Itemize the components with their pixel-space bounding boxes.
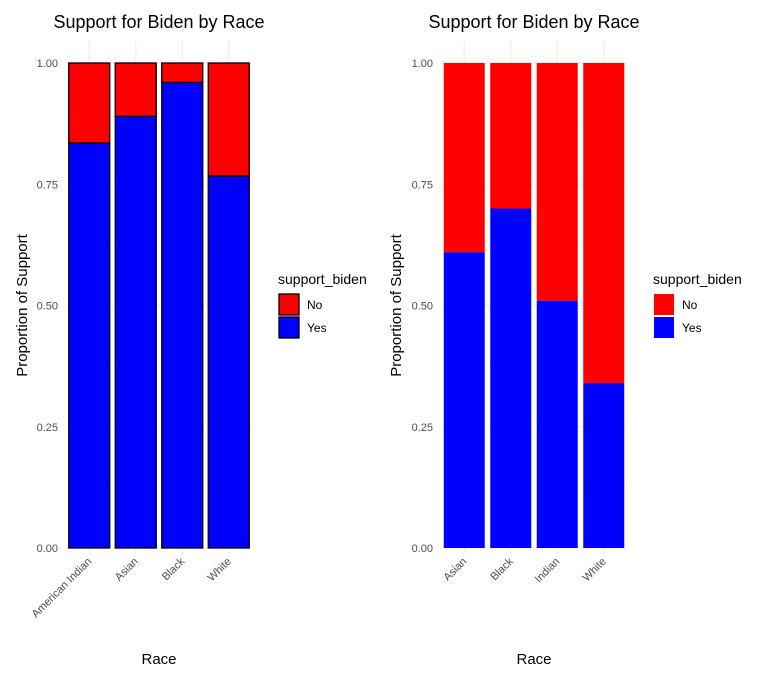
x-tick-label: American Indian bbox=[30, 556, 95, 621]
bar-yes-american-indian bbox=[68, 142, 111, 549]
legend-title: support_biden bbox=[653, 271, 742, 287]
y-tick-label: 0.25 bbox=[412, 422, 433, 434]
chart-title: Support for Biden by Race bbox=[53, 12, 264, 32]
x-tick-label: Asian bbox=[113, 556, 141, 584]
bar-no-white bbox=[207, 62, 250, 177]
legend-label-no: No bbox=[307, 298, 323, 312]
x-tick-label: White bbox=[580, 556, 608, 584]
bar-no-asian bbox=[443, 63, 485, 253]
bar-yes-white bbox=[207, 175, 250, 549]
bar-yes-asian bbox=[443, 252, 485, 548]
chart-title: Support for Biden by Race bbox=[428, 12, 639, 32]
bar-no-black bbox=[161, 62, 204, 84]
bar-yes-white bbox=[583, 383, 625, 548]
legend-key-yes bbox=[654, 317, 674, 338]
x-axis-title: Race bbox=[516, 651, 551, 668]
legend-title: support_biden bbox=[278, 271, 367, 287]
bar-no-indian bbox=[536, 63, 578, 301]
bar-yes-asian bbox=[114, 115, 157, 549]
x-tick-label: Asian bbox=[441, 556, 469, 584]
legend-key-yes bbox=[278, 316, 300, 339]
y-tick-label: 0.50 bbox=[37, 301, 58, 313]
legend: support_biden No Yes bbox=[278, 271, 367, 339]
x-tick-label: White bbox=[205, 556, 233, 584]
bar-no-black bbox=[490, 63, 532, 209]
y-tick-label: 0.25 bbox=[37, 422, 58, 434]
y-tick-label: 0.75 bbox=[37, 179, 58, 191]
x-axis-title: Race bbox=[141, 651, 176, 668]
legend: support_biden No Yes bbox=[653, 271, 742, 338]
bar-no-white bbox=[583, 63, 625, 384]
y-tick-label: 0.75 bbox=[412, 179, 433, 191]
legend-label-no: No bbox=[682, 298, 698, 312]
chart-panel-1: 0.00 0.25 0.50 0.75 1.00 American Indian Asian… bbox=[14, 12, 367, 668]
bar-yes-black bbox=[161, 81, 204, 549]
y-tick-label: 1.00 bbox=[412, 58, 433, 70]
legend-label-yes: Yes bbox=[307, 321, 327, 335]
y-tick-label: 0.00 bbox=[37, 543, 58, 555]
x-tick-label: Indian bbox=[533, 556, 563, 586]
y-axis-title: Proportion of Support bbox=[388, 233, 405, 376]
chart-panel-2: 0.00 0.25 0.50 0.75 1.00 Asian Black Indian Whit… bbox=[388, 12, 742, 668]
y-tick-label: 0.00 bbox=[412, 543, 433, 555]
x-tick-label: Black bbox=[160, 555, 188, 583]
y-tick-label: 1.00 bbox=[37, 58, 58, 70]
legend-label-yes: Yes bbox=[682, 321, 702, 335]
bar-no-american-indian bbox=[68, 62, 111, 144]
bar-yes-indian bbox=[536, 300, 578, 548]
y-axis-title: Proportion of Support bbox=[14, 233, 31, 376]
bar-no-asian bbox=[114, 62, 157, 117]
legend-key-no bbox=[654, 294, 674, 315]
x-tick-label: Black bbox=[488, 555, 516, 583]
y-tick-label: 0.50 bbox=[412, 301, 433, 313]
bar-yes-black bbox=[490, 208, 532, 548]
legend-key-no bbox=[278, 293, 300, 316]
